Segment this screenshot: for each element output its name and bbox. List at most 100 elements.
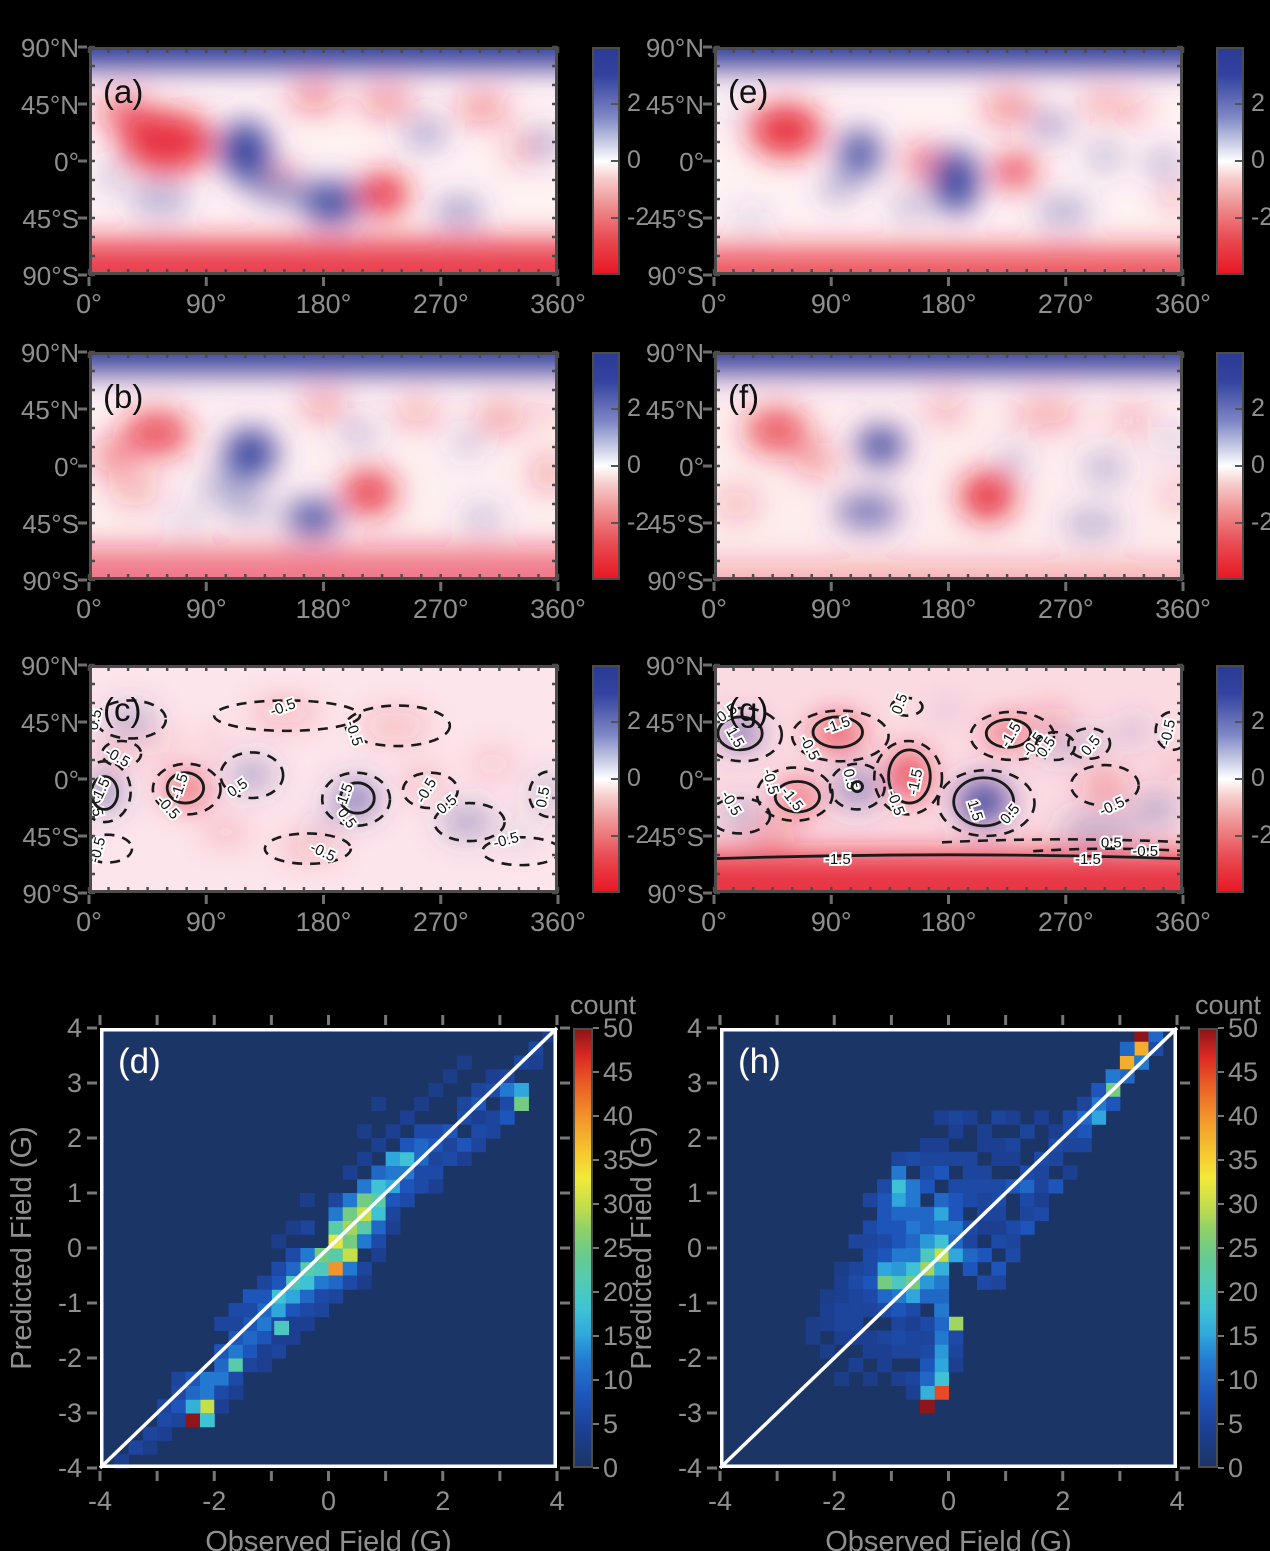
map-x-tick-label: 180° — [295, 907, 352, 937]
map-x-tick-label: 0° — [701, 594, 727, 624]
map-y-tick-label: 0° — [679, 147, 704, 177]
colorbar-tick-label: -2 — [627, 508, 650, 536]
count-tick — [1218, 1027, 1224, 1029]
map-x-tick-label: 0° — [701, 289, 727, 319]
panel-g-label: (g) — [728, 691, 769, 728]
colorbar-tick — [1235, 721, 1242, 723]
panel-h-label: (h) — [738, 1042, 781, 1081]
map-x-tick-label: 90° — [185, 907, 227, 937]
map-x-tick-label: 180° — [920, 907, 977, 937]
count-tick-label: 50 — [603, 1013, 634, 1043]
colorbar-tick-label: -2 — [1251, 821, 1270, 849]
colorbar-tick-label: 2 — [627, 89, 641, 117]
map-x-tick-label: 0° — [76, 289, 102, 319]
map-x-tick-label: 360° — [530, 289, 586, 319]
colorbar-tick — [1235, 835, 1242, 837]
hist-y-axis-label: Predicted Field (G) — [6, 1126, 38, 1370]
hist-y-tick-label: 0 — [66, 1233, 82, 1263]
panel-a-heatmap — [78, 45, 560, 286]
hist-x-tick-label: 2 — [435, 1486, 451, 1516]
map-y-tick-label: 45°N — [645, 90, 704, 120]
count-tick-label: 35 — [603, 1145, 634, 1175]
colorbar-tick — [1235, 778, 1242, 780]
count-tick — [593, 1247, 599, 1249]
hist-y-tick-label: -1 — [677, 1288, 702, 1318]
panel-e-label: (e) — [728, 73, 769, 110]
count-tick-label: 35 — [1228, 1145, 1259, 1175]
hist-y-tick-label: 3 — [686, 1068, 702, 1098]
hist-y-tick-label: -2 — [677, 1343, 702, 1373]
map-x-tick-label: 90° — [185, 594, 227, 624]
svg-text:-1.5: -1.5 — [825, 851, 851, 868]
panel-a-label: (a) — [103, 73, 144, 110]
count-tick-label: 30 — [603, 1189, 634, 1219]
panel-h-hist2d — [707, 1015, 1190, 1481]
count-tick — [593, 1291, 599, 1293]
map-x-tick-label: 360° — [530, 907, 586, 937]
colorbar-tick-label: 2 — [1251, 707, 1265, 735]
count-tick — [1218, 1291, 1224, 1293]
colorbar-tick-label: -2 — [627, 821, 650, 849]
count-colorbar-title: count — [569, 990, 637, 1020]
colorbar-tick-label: 0 — [627, 146, 641, 174]
panel-b-colorbar — [592, 352, 620, 580]
map-y-tick-label: 0° — [54, 452, 79, 482]
map-x-tick-label: 90° — [810, 289, 852, 319]
panel-f-label: (f) — [728, 378, 760, 415]
map-y-tick-label: 45°N — [20, 708, 79, 738]
count-tick — [1218, 1159, 1224, 1161]
map-y-tick-label: 45°S — [22, 822, 79, 852]
svg-text:-1.5: -1.5 — [1075, 851, 1101, 868]
hist-x-tick-label: 0 — [320, 1486, 337, 1516]
hist-x-tick-label: -2 — [822, 1486, 847, 1516]
map-y-tick-label: 0° — [54, 765, 79, 795]
hist-y-tick-label: 0 — [686, 1233, 702, 1263]
count-tick-label: 10 — [1228, 1365, 1259, 1395]
count-tick-label: 10 — [603, 1365, 634, 1395]
panel-b-heatmap — [78, 350, 560, 591]
colorbar-tick — [611, 103, 618, 105]
colorbar-tick-label: 2 — [1251, 394, 1265, 422]
count-tick-label: 45 — [1228, 1057, 1259, 1087]
colorbar-tick — [1235, 465, 1242, 467]
map-y-tick-label: 90°N — [645, 33, 704, 63]
hist-x-tick-label: 4 — [549, 1486, 565, 1516]
svg-text:0.5: 0.5 — [85, 708, 106, 732]
colorbar-tick-label: 2 — [627, 394, 641, 422]
hist-y-tick-label: -1 — [57, 1288, 82, 1318]
count-tick-label: 45 — [603, 1057, 634, 1087]
map-x-tick-label: 180° — [920, 594, 977, 624]
count-tick — [593, 1115, 599, 1117]
count-tick-label: 15 — [1228, 1321, 1259, 1351]
colorbar-tick-label: 0 — [627, 451, 641, 479]
map-y-tick-label: 45°S — [22, 204, 79, 234]
hist-x-tick-label: 0 — [940, 1486, 957, 1516]
colorbar-tick — [611, 465, 618, 467]
colorbar-tick — [611, 217, 618, 219]
count-tick — [593, 1467, 599, 1469]
colorbar-tick-label: 2 — [1251, 89, 1265, 117]
map-x-tick-label: 270° — [412, 907, 469, 937]
map-y-tick-label: 45°S — [647, 204, 704, 234]
count-tick — [1218, 1071, 1224, 1073]
colorbar-tick — [611, 721, 618, 723]
map-y-tick-label: 90°N — [20, 651, 79, 681]
count-tick — [593, 1159, 599, 1161]
map-y-tick-label: 0° — [54, 147, 79, 177]
map-x-tick-label: 0° — [701, 907, 727, 937]
count-tick — [1218, 1115, 1224, 1117]
count-tick — [593, 1203, 599, 1205]
panel-d-label: (d) — [118, 1042, 161, 1081]
map-y-tick-label: 45°S — [647, 509, 704, 539]
map-y-tick-label: 90°S — [22, 566, 79, 596]
colorbar-tick-label: -2 — [1251, 508, 1270, 536]
count-tick — [593, 1423, 599, 1425]
map-y-tick-label: 45°N — [20, 395, 79, 425]
colorbar-tick — [611, 835, 618, 837]
hist-x-tick-label: 4 — [1169, 1486, 1185, 1516]
map-x-tick-label: 360° — [1155, 907, 1211, 937]
colorbar-tick-label: 0 — [627, 764, 641, 792]
map-x-tick-label: 360° — [1155, 289, 1211, 319]
panel-d-count-colorbar — [573, 1028, 593, 1468]
